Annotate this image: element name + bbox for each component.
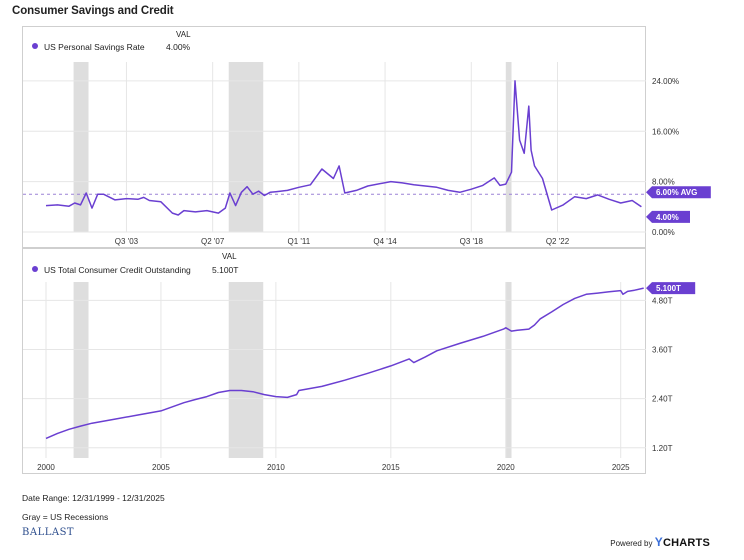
recession-band xyxy=(505,62,512,232)
flag-latest-savings-bg xyxy=(646,210,690,223)
savings-rate-chart[interactable]: 0.00% 8.00% 16.00% 24.00% Q3 '03 Q2 '07 Q1 '11… xyxy=(0,0,744,260)
panel-savings-rate xyxy=(22,26,646,248)
x-tick-label: 2005 xyxy=(152,463,170,472)
legend-label-savings[interactable]: US Personal Savings Rate xyxy=(44,42,145,52)
y-tick-label: 4.80T xyxy=(652,296,673,305)
y-tick-label: 2.40T xyxy=(652,395,673,404)
powered-by-ycharts[interactable]: Powered by YCHARTS xyxy=(610,535,710,549)
panel-consumer-credit xyxy=(22,248,646,474)
legend-dot-icon xyxy=(32,43,38,49)
x-tick-label: Q1 '11 xyxy=(287,237,310,246)
legend-label-credit[interactable]: US Total Consumer Credit Outstanding xyxy=(44,265,191,275)
x-tick-label: 2020 xyxy=(497,463,515,472)
legend-credit: VAL US Total Consumer Credit Outstanding… xyxy=(32,252,292,276)
powered-by-text: Powered by xyxy=(610,539,653,548)
x-tick-label: Q3 '03 xyxy=(115,237,139,246)
legend-val-credit: 5.100T xyxy=(212,265,239,275)
x-tick-label: 2015 xyxy=(382,463,400,472)
legend-dot-icon-2 xyxy=(32,266,38,272)
flag-latest-credit-bg xyxy=(646,282,696,295)
series-line xyxy=(45,287,644,440)
recession-band xyxy=(73,62,89,232)
y-tick-label: 24.00% xyxy=(652,77,679,86)
recession-band xyxy=(228,282,264,458)
ycharts-brand: CHARTS xyxy=(662,537,710,549)
date-range: Date Range: 12/31/1999 - 12/31/2025 xyxy=(22,493,165,503)
y-tick-label: 0.00% xyxy=(652,228,675,237)
recession-band xyxy=(73,282,89,458)
y-tick-label: 16.00% xyxy=(652,127,679,136)
x-tick-label: 2010 xyxy=(267,463,285,472)
ycharts-logo-icon: Y xyxy=(654,535,663,549)
x-tick-label: Q2 '22 xyxy=(546,237,570,246)
legend-val-header-2: VAL xyxy=(222,252,237,261)
y-tick-label: 3.60T xyxy=(652,346,673,355)
recession-band xyxy=(505,282,512,458)
y-tick-label: 1.20T xyxy=(652,444,673,453)
x-tick-label: Q4 '14 xyxy=(373,237,397,246)
flag-latest-savings: 4.00% xyxy=(656,213,679,222)
legend-val-header: VAL xyxy=(176,30,191,39)
chart-title: Consumer Savings and Credit xyxy=(12,5,174,17)
flag-average-bg xyxy=(646,186,711,199)
x-tick-label: 2025 xyxy=(612,463,630,472)
y-tick-label: 8.00% xyxy=(652,178,675,187)
x-tick-label: 2000 xyxy=(37,463,55,472)
series-line xyxy=(45,80,642,216)
x-tick-label: Q2 '07 xyxy=(201,237,225,246)
flag-latest-credit: 5.100T xyxy=(656,284,681,293)
legend-savings: VAL US Personal Savings Rate 4.00% xyxy=(32,30,252,54)
legend-val-savings: 4.00% xyxy=(166,42,191,52)
recession-note: Gray = US Recessions xyxy=(22,512,109,522)
flag-average: 6.00% AVG xyxy=(656,188,697,197)
consumer-credit-chart[interactable]: 1.20T 2.40T 3.60T 4.80T 2000 2005 2010 2015 2020… xyxy=(0,0,744,490)
ballast-logo: BALLAST xyxy=(22,527,75,538)
x-tick-label: Q3 '18 xyxy=(460,237,484,246)
